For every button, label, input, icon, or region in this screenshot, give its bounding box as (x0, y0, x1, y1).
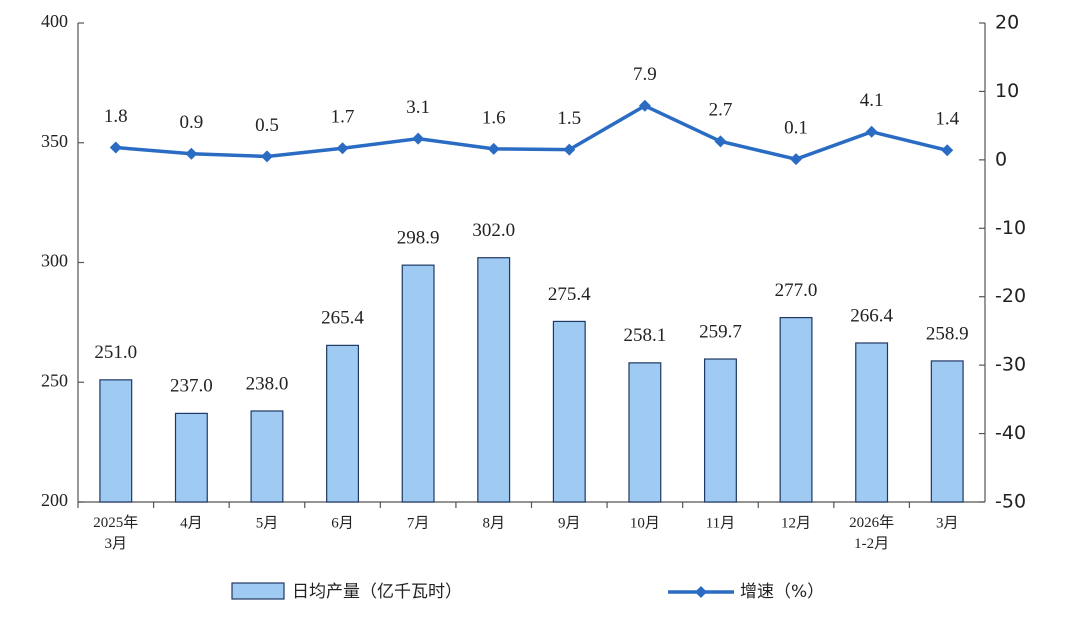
bar-value-label: 275.4 (548, 284, 591, 305)
line-value-label: 0.9 (180, 112, 204, 133)
bar-value-label: 266.4 (850, 305, 893, 326)
y2-tick-label: 20 (995, 12, 1019, 34)
y2-tick-label: -20 (995, 285, 1026, 307)
line-value-label: 7.9 (633, 64, 657, 85)
x-tick-label: 7月 (407, 515, 430, 531)
bar-value-label: 302.0 (472, 220, 515, 241)
x-tick-label: 8月 (482, 515, 505, 531)
legend-label: 增速（%） (740, 582, 824, 602)
bar-value-label: 258.1 (624, 325, 667, 346)
line-value-label: 1.4 (935, 109, 959, 130)
line-value-label: 2.7 (709, 100, 733, 121)
line-value-label: 1.6 (482, 107, 506, 128)
line-value-label: 1.8 (104, 106, 128, 127)
y-tick-label: 400 (41, 11, 68, 31)
bar-value-label: 258.9 (926, 323, 969, 344)
x-tick-label: 6月 (331, 515, 354, 531)
legend-marker (695, 586, 707, 598)
bar (628, 362, 662, 503)
line-marker (336, 142, 349, 155)
y-tick-label: 300 (41, 251, 68, 271)
bar (401, 264, 435, 503)
line-value-label: 0.1 (784, 118, 808, 139)
bar-value-label: 237.0 (170, 376, 213, 397)
bar (477, 257, 511, 503)
y-tick-label: 250 (41, 370, 68, 390)
bar-value-label: 298.9 (397, 227, 440, 248)
legend-swatch (231, 582, 285, 600)
line-marker (790, 153, 803, 166)
line-marker (865, 125, 878, 138)
line-marker (941, 144, 954, 157)
line-marker (185, 147, 198, 160)
growth-line (115, 103, 948, 161)
x-tick-label: 4月 (180, 515, 203, 531)
x-tick-label: 2026年 1-2月 (849, 514, 894, 552)
y2-tick-label: -10 (995, 217, 1026, 239)
bar (703, 358, 737, 503)
x-tick-label: 5月 (256, 515, 279, 531)
y2-tick-label: -40 (995, 422, 1026, 444)
x-tick-label: 10月 (630, 515, 660, 531)
line-marker (563, 143, 576, 156)
line-marker (714, 135, 727, 148)
line-value-label: 3.1 (406, 97, 430, 118)
x-tick-label: 3月 (936, 515, 959, 531)
bar (779, 316, 813, 503)
bar-value-label: 277.0 (775, 280, 818, 301)
bar-value-label: 259.7 (699, 321, 742, 342)
y2-tick-label: -30 (995, 354, 1026, 376)
bar (552, 320, 586, 503)
x-tick-label: 9月 (558, 515, 581, 531)
line-marker (109, 141, 122, 154)
x-tick-label: 11月 (706, 515, 735, 531)
bar (174, 412, 208, 503)
bar (99, 379, 133, 503)
line-marker (487, 142, 500, 155)
line-marker (412, 132, 425, 145)
line-value-label: 4.1 (860, 90, 884, 111)
bar-value-label: 251.0 (94, 342, 137, 363)
bar (855, 342, 889, 503)
y2-tick-label: -50 (995, 491, 1026, 513)
bar (250, 410, 284, 503)
line-marker (260, 150, 273, 163)
x-tick-label: 12月 (781, 515, 811, 531)
line-value-label: 1.5 (557, 108, 581, 129)
line-value-label: 0.5 (255, 115, 279, 136)
bar-value-label: 238.0 (246, 373, 289, 394)
bar (326, 344, 360, 503)
bar-value-label: 265.4 (321, 308, 364, 329)
x-tick-label: 2025年 3月 (93, 514, 138, 552)
y-tick-label: 350 (41, 131, 68, 151)
y-tick-label: 200 (41, 490, 68, 510)
y2-tick-label: 10 (995, 80, 1019, 102)
y2-tick-label: 0 (995, 148, 1007, 170)
bar (930, 360, 964, 503)
legend-label: 日均产量（亿千瓦时） (292, 582, 462, 602)
line-marker (638, 99, 651, 112)
line-value-label: 1.7 (331, 107, 355, 128)
